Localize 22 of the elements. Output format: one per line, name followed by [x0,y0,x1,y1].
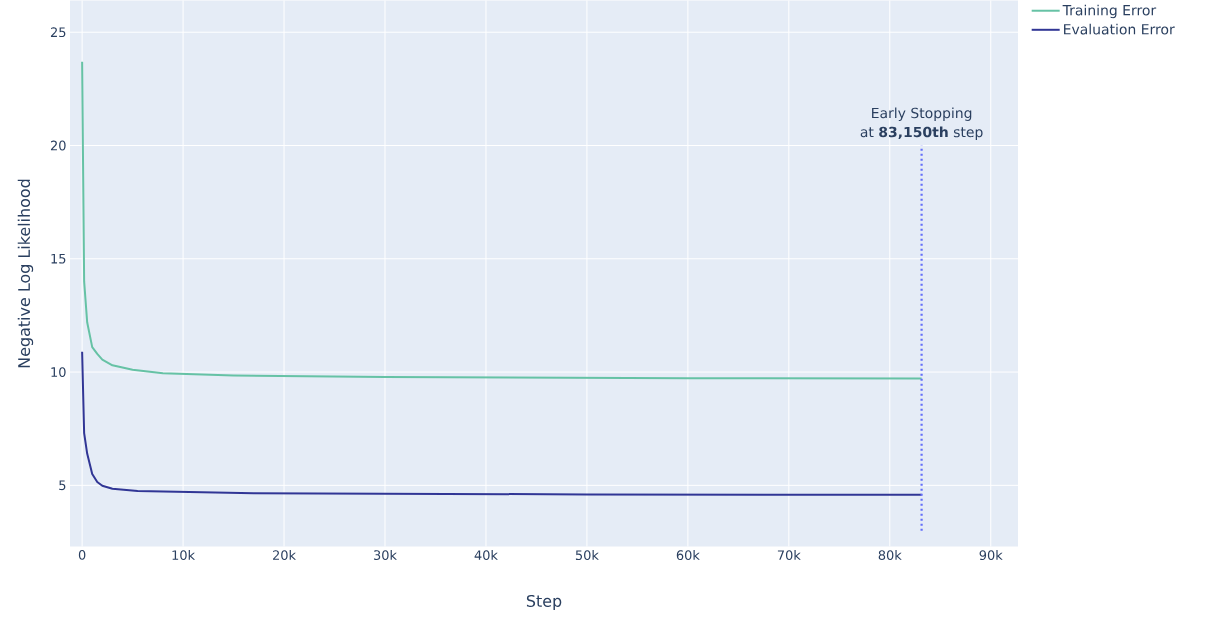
x-tick-label: 70k [777,550,801,561]
x-axis-title: Step [526,595,562,611]
x-tick-label: 60k [676,550,700,561]
y-axis-title: Negative Log Likelihood [17,179,34,368]
y-tick-label: 5 [59,480,66,491]
x-tick-label: 40k [474,550,498,561]
x-tick-label: 90k [979,550,1003,561]
x-tick-label: 20k [273,550,296,561]
annotation: at 83,150th step [860,126,983,141]
y-tick-label: 25 [50,27,66,38]
y-tick-label: 20 [50,140,66,151]
y-tick-label: 10 [51,367,66,378]
x-tick-label: 50k [575,550,599,561]
line-series [81,350,923,497]
annotation: Early Stopping [872,107,972,122]
x-tick-label: 10k [172,550,196,561]
x-tick-label: 0 [78,550,86,561]
legend-label: Evaluation Error [1064,24,1175,35]
x-tick-label: 30k [373,550,397,561]
x-tick-label: 80k [878,550,902,561]
y-tick-label: 15 [51,254,66,264]
legend-label: Training Error [1062,4,1157,19]
